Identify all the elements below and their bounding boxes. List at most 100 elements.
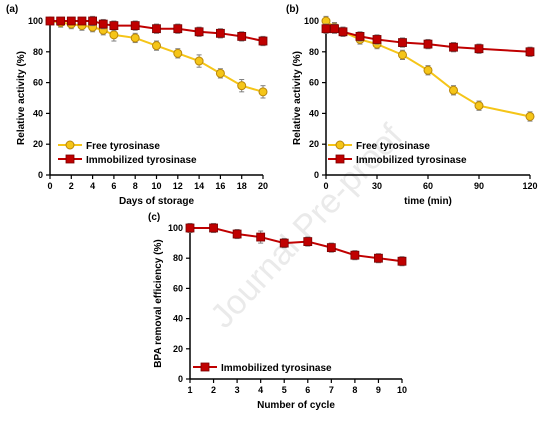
legend-label: Immobilized tyrosinase xyxy=(86,155,197,166)
x-tick-label: 18 xyxy=(237,181,247,191)
chart-panel-1: (a) 0 20 40 60 80 100 0 2 4 6 8 10 12 14 16 18 20 Days of … xyxy=(6,4,268,207)
data-point xyxy=(130,21,140,31)
x-tick-label: 12 xyxy=(173,181,183,191)
y-tick-label: 0 xyxy=(38,170,43,180)
x-tick-label: 1 xyxy=(187,385,192,395)
series-line xyxy=(190,227,403,263)
data-point xyxy=(397,256,407,266)
data-point xyxy=(258,87,268,97)
legend-label: Free tyrosinase xyxy=(356,141,430,152)
x-tick-label: 20 xyxy=(258,181,268,191)
y-axis-label: Relative activity (%) xyxy=(292,51,303,145)
legend-marker xyxy=(65,140,75,150)
x-axis-label: time (min) xyxy=(404,196,452,207)
data-point xyxy=(423,39,433,49)
y-tick-label: 40 xyxy=(33,108,43,118)
series-square xyxy=(185,222,407,267)
x-tick-label: 4 xyxy=(258,385,263,395)
data-point xyxy=(398,38,407,47)
x-tick-label: 5 xyxy=(282,385,287,395)
series-square xyxy=(45,15,268,47)
chart-panel-2: (b) 0 20 40 60 80 100 0 30 60 90 120 time (min) Relat… xyxy=(286,4,538,207)
x-tick-label: 0 xyxy=(47,181,52,191)
data-point xyxy=(303,237,313,246)
y-tick-label: 60 xyxy=(309,78,319,88)
x-tick-label: 0 xyxy=(323,181,328,191)
legend-entry: Free tyrosinase xyxy=(58,140,160,152)
legend-entry: Immobilized tyrosinase xyxy=(193,362,332,374)
x-tick-label: 2 xyxy=(211,385,216,395)
data-point xyxy=(258,36,268,46)
data-point xyxy=(525,111,535,121)
y-tick-label: 100 xyxy=(304,16,319,26)
panel-label: (b) xyxy=(286,4,299,15)
y-axis-label: Relative activity (%) xyxy=(16,51,27,145)
y-tick-label: 20 xyxy=(33,139,43,149)
data-point xyxy=(338,27,348,37)
panel-label: (a) xyxy=(6,4,18,15)
data-point xyxy=(326,243,336,253)
x-tick-label: 3 xyxy=(235,385,240,395)
x-tick-label: 10 xyxy=(397,385,407,395)
legend-entry: Immobilized tyrosinase xyxy=(328,154,467,166)
data-point xyxy=(449,42,458,52)
data-point xyxy=(279,238,289,248)
legend-label: Immobilized tyrosinase xyxy=(356,155,467,166)
data-point xyxy=(194,27,204,37)
legend-entry: Immobilized tyrosinase xyxy=(58,154,197,166)
data-point xyxy=(109,21,119,31)
x-tick-label: 14 xyxy=(194,181,204,191)
series-square xyxy=(321,23,535,57)
legend-label: Free tyrosinase xyxy=(86,141,160,152)
x-tick-label: 10 xyxy=(151,181,161,191)
data-point xyxy=(66,16,76,26)
data-point xyxy=(215,28,225,38)
data-point xyxy=(374,253,383,263)
legend-entry: Free tyrosinase xyxy=(328,140,430,152)
x-axis-label: Days of storage xyxy=(119,196,194,207)
data-point xyxy=(237,32,247,41)
legend-marker xyxy=(65,154,75,164)
y-tick-label: 100 xyxy=(168,223,183,233)
data-point xyxy=(449,85,458,95)
data-point xyxy=(423,65,433,75)
data-point xyxy=(77,16,87,26)
y-tick-label: 80 xyxy=(173,253,183,263)
x-tick-label: 2 xyxy=(69,181,74,191)
data-point xyxy=(173,48,183,58)
data-point xyxy=(321,24,331,34)
x-tick-label: 4 xyxy=(90,181,95,191)
legend-marker xyxy=(200,362,210,372)
data-point xyxy=(173,24,183,34)
data-point xyxy=(215,68,225,78)
y-tick-label: 60 xyxy=(173,283,183,293)
data-point xyxy=(152,24,161,34)
panel-label: (c) xyxy=(148,212,160,223)
data-point xyxy=(209,223,218,233)
data-point xyxy=(474,44,484,54)
x-tick-label: 30 xyxy=(372,181,382,191)
series-circle xyxy=(321,15,535,122)
y-tick-label: 0 xyxy=(178,374,183,384)
x-tick-label: 90 xyxy=(474,181,484,191)
x-tick-label: 120 xyxy=(522,181,537,191)
x-tick-label: 16 xyxy=(215,181,225,191)
data-point xyxy=(45,16,55,26)
y-tick-label: 40 xyxy=(309,108,319,118)
y-tick-label: 100 xyxy=(28,16,43,26)
data-point xyxy=(330,24,339,34)
data-point xyxy=(372,35,382,44)
data-point xyxy=(56,16,66,26)
legend-label: Immobilized tyrosinase xyxy=(221,363,332,374)
data-point xyxy=(256,232,266,242)
data-point xyxy=(88,16,97,26)
y-tick-label: 20 xyxy=(173,344,183,354)
data-point xyxy=(474,101,484,111)
data-point xyxy=(194,56,204,66)
y-tick-label: 0 xyxy=(314,170,319,180)
x-tick-label: 8 xyxy=(352,385,357,395)
data-point xyxy=(525,47,535,57)
data-point xyxy=(130,33,140,43)
